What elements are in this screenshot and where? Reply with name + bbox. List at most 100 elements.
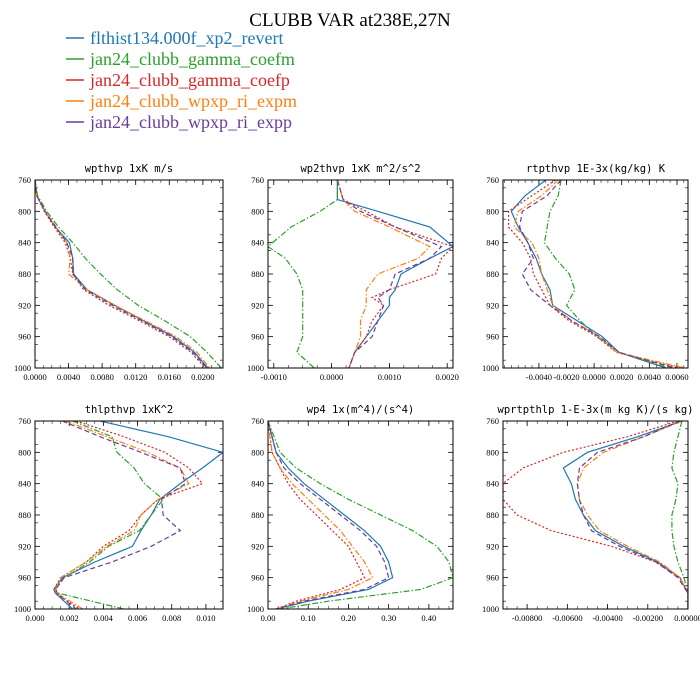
legend-label: jan24_clubb_gamma_coefm [89,49,295,69]
y-tick-label: 840 [251,479,264,489]
x-tick-label: 0.20 [341,613,356,623]
series-line [576,421,688,609]
x-tick-label: 0.0120 [124,372,147,382]
x-tick-label: 0.0020 [436,372,459,382]
y-tick-label: 920 [486,300,499,310]
legend-label: jan24_clubb_gamma_coefp [89,70,290,90]
x-tick-label: 0.0010 [378,372,401,382]
x-tick-label: 0.00 [261,613,276,623]
y-tick-label: 880 [251,269,264,279]
plot-frame [502,420,689,610]
series-line [671,421,688,609]
x-tick-label: 0.0040 [638,372,661,382]
legend-label: flthist134.000f_xp2_revert [90,28,283,48]
series-line [503,421,688,609]
y-tick-label: 760 [18,175,31,185]
y-tick-label: 960 [18,332,31,342]
y-tick-label: 760 [18,416,31,426]
x-tick-label: 0.30 [381,613,396,623]
legend: flthist134.000f_xp2_revertjan24_clubb_ga… [66,28,297,132]
panels: wpthvp 1xK m/s76080084088092096010000.00… [14,163,700,623]
y-tick-label: 1000 [482,604,499,614]
x-tick-label: 0.00000 [674,613,700,623]
chart-panel: wp2thvp 1xK m^2/s^2 760 800 840 880 920 960 100… [247,163,459,382]
series-line [268,421,366,609]
panel-title: wpthvp 1xK m/s [85,163,174,175]
legend-label: jan24_clubb_wpxp_ri_expm [89,91,297,111]
x-tick-label: 0.0080 [90,372,113,382]
series-line [513,180,686,368]
plot-frame [267,420,454,610]
x-tick-label: 0.0200 [191,372,214,382]
x-tick-label: 0.010 [196,613,215,623]
series-line [518,180,675,368]
series-line [543,180,669,368]
x-tick-label: 0.002 [60,613,79,623]
y-tick-label: 800 [486,447,499,457]
x-tick-label: 0.0020 [610,372,633,382]
y-tick-label: 1000 [14,363,31,373]
x-tick-label: 0.008 [162,613,181,623]
x-tick-label: -0.00600 [552,613,582,623]
y-tick-label: 800 [251,206,264,216]
series-line [53,421,204,609]
series-line [268,180,338,368]
y-tick-label: 800 [251,447,264,457]
x-tick-label: 0.000 [25,613,44,623]
series-line [510,180,667,368]
series-line [35,180,206,368]
y-tick-label: 960 [486,332,499,342]
series-line [35,180,222,368]
legend-label: jan24_clubb_wpxp_ri_expp [89,112,292,132]
series-line [35,180,209,368]
y-tick-label: 920 [18,541,31,551]
y-tick-label: 960 [18,573,31,583]
series-line [35,180,211,368]
y-tick-label: 800 [18,447,31,457]
y-tick-label: 1000 [247,363,264,373]
y-tick-label: 920 [251,300,264,310]
x-tick-label: 0.10 [301,613,316,623]
series-line [336,180,453,368]
y-tick-label: 800 [18,206,31,216]
y-tick-label: 1000 [482,363,499,373]
y-tick-label: 880 [486,269,499,279]
x-tick-label: -0.0040 [526,372,552,382]
chart-panel: rtpthvp 1E-3x(kg/kg) K 760 800 840 880 920 960… [482,163,689,382]
x-tick-label: 0.40 [421,613,436,623]
x-tick-label: 0.0160 [158,372,181,382]
x-tick-label: -0.00400 [592,613,622,623]
series-line [268,421,394,609]
x-tick-label: -0.00200 [633,613,663,623]
series-line [35,180,208,368]
x-tick-label: 0.0060 [665,372,688,382]
y-tick-label: 840 [251,238,264,248]
y-tick-label: 840 [18,479,31,489]
y-tick-label: 960 [251,573,264,583]
y-tick-label: 960 [251,332,264,342]
y-tick-label: 880 [486,510,499,520]
x-tick-label: 0.006 [128,613,147,623]
y-tick-label: 840 [18,238,31,248]
series-line [54,421,187,609]
series-line [54,421,165,609]
x-tick-label: 0.0000 [320,372,343,382]
chart-panel: wp4 1x(m^4)/(s^4)76080084088092096010000… [247,404,454,623]
series-line [336,180,453,368]
panel-title: thlpthvp 1xK^2 [85,404,174,416]
x-tick-label: 0.0040 [57,372,80,382]
series-line [336,180,443,368]
y-tick-label: 880 [251,510,264,520]
chart-panel: thlpthvp 1xK^276080084088092096010000.00… [14,404,224,623]
series-line [268,421,374,609]
x-tick-label: 0.0000 [23,372,46,382]
y-tick-label: 920 [251,541,264,551]
plot-frame [34,179,224,369]
x-tick-label: -0.0010 [261,372,287,382]
y-tick-label: 760 [251,416,264,426]
y-tick-label: 1000 [14,604,31,614]
chart-panel: wprtpthlp 1-E-3x(m kg K)/(s kg)760 800 840… [482,404,700,623]
series-line [562,421,688,609]
y-tick-label: 760 [486,175,499,185]
